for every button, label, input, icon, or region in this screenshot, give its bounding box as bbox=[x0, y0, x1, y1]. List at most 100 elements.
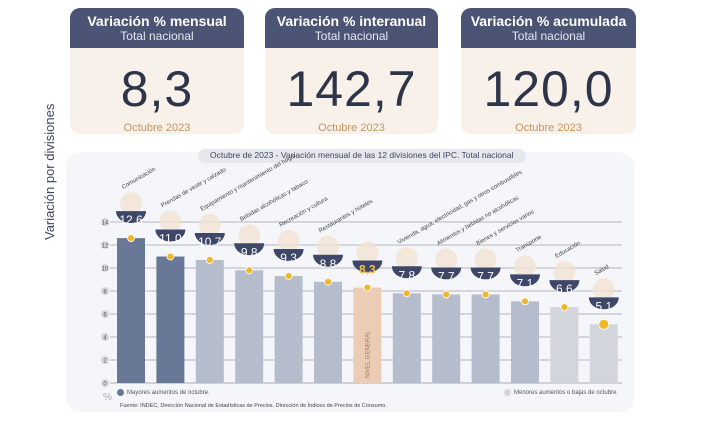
card-monthly: Variación % mensual Total nacional 8,3 Oc… bbox=[70, 8, 244, 134]
value-marker bbox=[598, 318, 610, 330]
value-label: 9,8 bbox=[241, 245, 258, 259]
category-label: Comunicación bbox=[121, 167, 157, 191]
value-bubble bbox=[549, 280, 580, 293]
tick-dot bbox=[101, 356, 109, 364]
tick-dot bbox=[101, 264, 109, 272]
y-tick-label: 14 bbox=[102, 221, 109, 227]
legend-swatch bbox=[117, 389, 124, 396]
card-subtitle: Total nacional bbox=[314, 29, 389, 43]
category-label: Salud bbox=[594, 264, 610, 277]
tick-dot bbox=[101, 379, 109, 387]
value-marker bbox=[245, 266, 254, 275]
bar bbox=[156, 256, 185, 383]
value-label: 7,1 bbox=[517, 276, 534, 290]
card-accumulated: Variación % acumulada Total nacional 120,… bbox=[461, 8, 636, 134]
category-label: Recreación y cultura bbox=[279, 196, 330, 229]
card-title: Variación % mensual bbox=[87, 13, 227, 29]
value-label: 6,6 bbox=[556, 282, 573, 296]
tick-dot bbox=[101, 333, 109, 341]
value-marker bbox=[481, 290, 490, 299]
card-date: Octubre 2023 bbox=[515, 122, 582, 134]
value-marker bbox=[324, 277, 332, 286]
bar bbox=[235, 270, 264, 383]
value-bubble bbox=[234, 243, 265, 256]
value-label: 7,8 bbox=[398, 268, 415, 282]
y-tick-label: 0 bbox=[103, 382, 107, 388]
y-tick-label: 12 bbox=[102, 244, 109, 250]
bar bbox=[392, 293, 421, 383]
category-icon bbox=[356, 241, 379, 264]
category-label: NIVEL GENERAL bbox=[365, 330, 371, 378]
category-icon bbox=[238, 224, 261, 247]
tick-dot bbox=[101, 218, 109, 226]
y-unit: % bbox=[103, 392, 112, 403]
value-label: 8,3 bbox=[359, 263, 376, 277]
category-icon bbox=[474, 248, 497, 271]
value-label: 7,7 bbox=[477, 269, 494, 283]
card-date: Octubre 2023 bbox=[318, 122, 385, 134]
card-title: Variación % acumulada bbox=[470, 13, 627, 29]
y-tick-label: 8 bbox=[103, 290, 107, 296]
legend-top: Mayores aumentos de octubre. bbox=[117, 389, 210, 396]
value-marker bbox=[166, 252, 175, 261]
card-value: 142,7 bbox=[286, 61, 417, 117]
legend-label: Mayores aumentos de octubre. bbox=[127, 389, 210, 396]
category-label: Transporte bbox=[515, 234, 544, 254]
tick-dot bbox=[101, 287, 109, 295]
value-label: 10,7 bbox=[198, 235, 222, 249]
card-subtitle: Total nacional bbox=[511, 29, 586, 43]
value-label: 12,6 bbox=[119, 213, 143, 227]
bar bbox=[589, 324, 618, 383]
value-bubble bbox=[273, 249, 304, 262]
y-tick-label: 6 bbox=[103, 313, 107, 319]
category-icon bbox=[592, 278, 615, 301]
y-tick-label: 10 bbox=[102, 267, 109, 273]
category-icon bbox=[120, 192, 142, 215]
tick-dot bbox=[101, 310, 109, 318]
card-subtitle: Total nacional bbox=[120, 29, 194, 43]
category-icon bbox=[277, 230, 300, 253]
category-icon bbox=[159, 210, 182, 233]
y-tick-label: 4 bbox=[103, 336, 107, 342]
value-marker bbox=[363, 283, 372, 292]
value-bubble bbox=[313, 254, 343, 267]
value-bubble bbox=[116, 211, 146, 224]
value-marker bbox=[560, 303, 569, 312]
value-bubble bbox=[431, 267, 462, 280]
category-label: Restaurantes y hoteles bbox=[318, 199, 374, 235]
value-marker bbox=[442, 290, 451, 299]
value-marker bbox=[402, 289, 411, 298]
value-bubble bbox=[352, 260, 383, 273]
value-bubble bbox=[155, 229, 186, 242]
value-label: 5,1 bbox=[595, 299, 612, 313]
card-value: 120,0 bbox=[483, 61, 614, 117]
value-label: 8,8 bbox=[320, 257, 337, 271]
category-icon bbox=[198, 213, 221, 236]
bar bbox=[432, 294, 461, 383]
bar bbox=[195, 259, 224, 383]
category-icon bbox=[553, 261, 576, 284]
chart-title: Octubre de 2023 - Variación mensual de l… bbox=[198, 149, 526, 163]
value-label: 11,0 bbox=[159, 232, 182, 246]
bar bbox=[550, 307, 579, 383]
legend-swatch bbox=[504, 389, 511, 396]
value-label: 9,3 bbox=[280, 251, 297, 265]
category-icon bbox=[514, 255, 536, 278]
y-tick-label: 2 bbox=[103, 359, 107, 365]
value-bubble bbox=[194, 232, 225, 245]
category-icon bbox=[317, 235, 339, 258]
value-bubble bbox=[588, 297, 619, 310]
value-bubble bbox=[510, 274, 540, 287]
card-value: 8,3 bbox=[120, 61, 194, 117]
bar bbox=[117, 238, 145, 383]
value-bubble bbox=[391, 266, 422, 279]
value-label: 7,7 bbox=[438, 269, 455, 283]
bar bbox=[511, 301, 539, 383]
source-note: Fuente: INDEC, Dirección Nacional de Est… bbox=[120, 403, 387, 409]
value-marker bbox=[205, 256, 214, 264]
legend-low: Menores aumentos o bajas de octubre. bbox=[504, 389, 618, 396]
bar bbox=[353, 287, 382, 383]
value-bubble bbox=[470, 267, 501, 280]
y-axis-label: Variación por divisiones bbox=[42, 103, 57, 240]
